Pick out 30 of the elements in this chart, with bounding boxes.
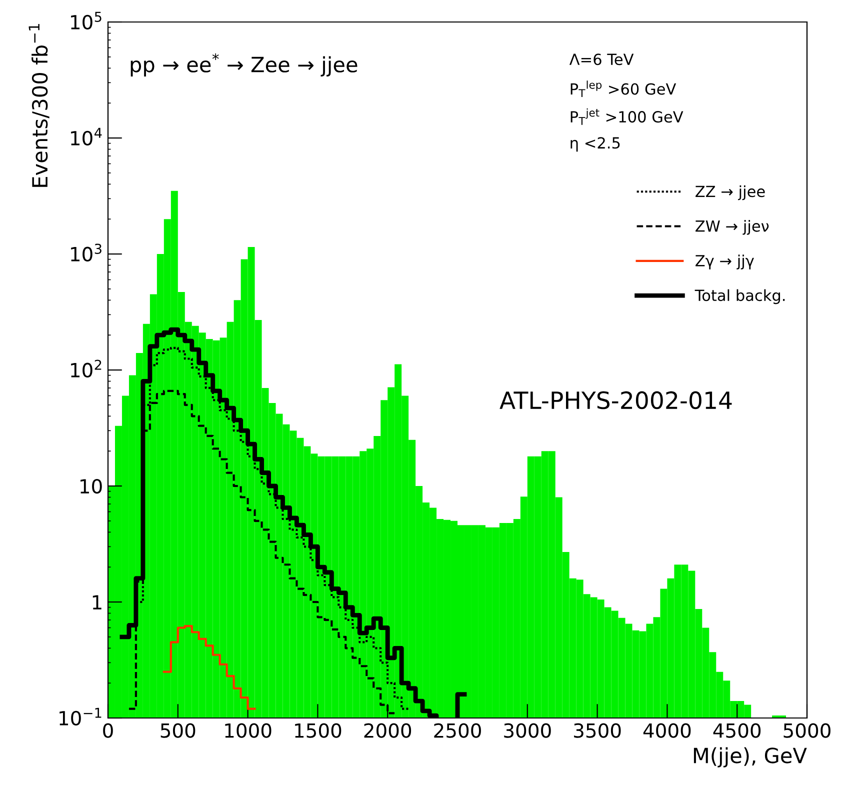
legend-label: Total backg. xyxy=(694,289,785,304)
y-tick-label: 10$^{4}$ xyxy=(71,128,102,146)
x-tick-label: 3000 xyxy=(504,723,551,738)
legend-label: ZZ → jjee xyxy=(696,185,765,200)
x-tick-label: 2000 xyxy=(364,723,412,738)
annotation: Λ=6 TeV xyxy=(569,54,634,66)
x-tick-label: 4500 xyxy=(713,723,761,738)
x-tick-label: 5000 xyxy=(784,723,830,738)
x-tick-label: 3500 xyxy=(574,723,621,738)
annotation: ATL-PHYS-2002-014 xyxy=(500,391,732,410)
annotation: pp → ee$^{*}$ → Zee → jjee xyxy=(130,53,358,76)
y-tick-label: 10$^{5}$ xyxy=(71,12,102,30)
x-tick-label: 500 xyxy=(160,723,196,738)
y-tick-label: 10$^{−1}$ xyxy=(60,708,102,726)
x-tick-label: 1000 xyxy=(225,723,272,738)
y-tick-label: 10 xyxy=(80,478,102,494)
x-tick-label: 1500 xyxy=(295,723,342,738)
x-axis-title: M(jje), GeV xyxy=(694,747,807,768)
x-tick-label: 0 xyxy=(103,723,113,738)
y-tick-label: 10$^{3}$ xyxy=(71,244,102,262)
y-axis-title: Events/300 fb$^{−1}$ xyxy=(28,24,50,187)
annotation: η <2.5 xyxy=(570,137,620,152)
legend-label: ZW → jjeν xyxy=(696,220,769,235)
legend-label: Zγ → jjγ xyxy=(696,254,754,270)
y-tick-label: 1 xyxy=(92,595,102,610)
x-tick-label: 2500 xyxy=(434,723,481,738)
annotation: P$_{T}$$^{jet}$ >100 GeV xyxy=(570,108,684,125)
x-tick-label: 4000 xyxy=(643,723,691,738)
annotation: P$_{T}$$^{lep}$ >60 GeV xyxy=(570,80,676,98)
y-tick-label: 10$^{2}$ xyxy=(71,360,102,378)
